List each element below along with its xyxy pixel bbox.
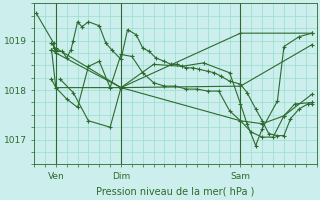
- X-axis label: Pression niveau de la mer( hPa ): Pression niveau de la mer( hPa ): [96, 187, 254, 197]
